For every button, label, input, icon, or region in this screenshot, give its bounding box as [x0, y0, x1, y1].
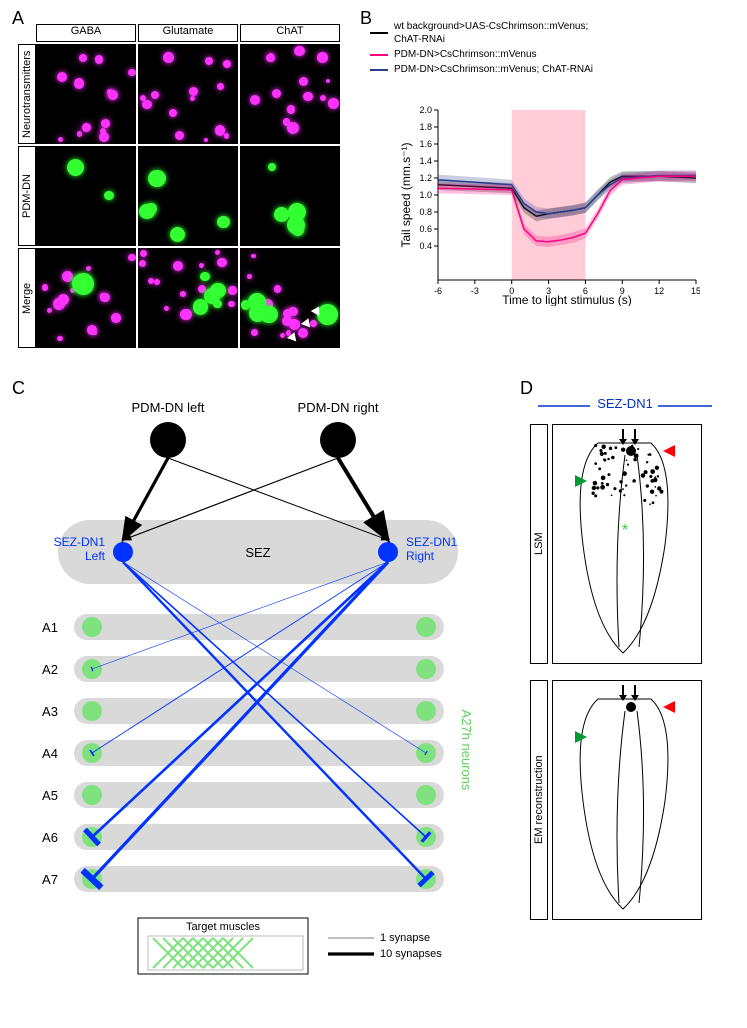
micrograph-cell: [138, 146, 238, 246]
svg-text:2.0: 2.0: [419, 106, 432, 115]
micrograph-cell: [36, 146, 136, 246]
svg-text:A1: A1: [42, 620, 58, 635]
svg-text:1.0: 1.0: [419, 190, 432, 200]
col-header: GABA: [36, 24, 136, 42]
row-header: PDM-DN: [18, 146, 36, 246]
svg-text:A2: A2: [42, 662, 58, 677]
micrograph-cell: [138, 248, 238, 348]
svg-text:A5: A5: [42, 788, 58, 803]
paneld-row-header: LSM: [530, 424, 548, 664]
svg-text:A4: A4: [42, 746, 58, 761]
svg-text:SEZ-DN1: SEZ-DN1: [406, 535, 458, 549]
svg-text:SEZ-DN1: SEZ-DN1: [54, 535, 106, 549]
svg-text:0.6: 0.6: [419, 224, 432, 234]
svg-text:SEZ: SEZ: [245, 545, 270, 560]
svg-text:A7: A7: [42, 872, 58, 887]
micrograph-cell: [240, 146, 340, 246]
micrograph-cell: [36, 44, 136, 144]
panel-label-a: A: [12, 8, 24, 29]
svg-text:Right: Right: [406, 549, 435, 563]
panel-d: SEZ-DN1 LSM * EM reconstruction: [530, 396, 720, 956]
svg-text:*: *: [622, 522, 628, 539]
svg-text:PDM-DN right: PDM-DN right: [298, 400, 379, 415]
tail-speed-chart: -6-3036912150.40.60.81.01.21.41.61.82.0T…: [400, 106, 700, 306]
svg-text:1.4: 1.4: [419, 156, 432, 166]
micrograph-cell: [36, 248, 136, 348]
svg-text:1 synapse: 1 synapse: [380, 932, 430, 944]
svg-text:0.8: 0.8: [419, 207, 432, 217]
legend-item: wt background>UAS-CsChrimson::mVenus; Ch…: [370, 20, 720, 46]
svg-text:0.4: 0.4: [419, 241, 432, 251]
svg-text:10 synapses: 10 synapses: [380, 948, 442, 960]
svg-text:12: 12: [654, 286, 664, 296]
svg-text:Tail speed (mm.s⁻¹): Tail speed (mm.s⁻¹): [400, 142, 413, 247]
panel-d-title: SEZ-DN1: [530, 396, 720, 417]
col-header: ChAT: [240, 24, 340, 42]
micrograph-cell: [138, 44, 238, 144]
panel-b: wt background>UAS-CsChrimson::mVenus; Ch…: [370, 20, 720, 360]
row-header: Neurotransmitters: [18, 44, 36, 144]
svg-text:15: 15: [691, 286, 700, 296]
svg-text:A3: A3: [42, 704, 58, 719]
row-header: Merge: [18, 248, 36, 348]
legend-item: PDM-DN>CsChrimson::mVenus; ChAT-RNAi: [370, 63, 720, 76]
paneld-image: *: [552, 424, 702, 664]
svg-text:1.6: 1.6: [419, 139, 432, 149]
micrograph-cell: [240, 248, 340, 348]
legend-item: PDM-DN>CsChrimson::mVenus: [370, 48, 720, 61]
paneld-image: [552, 680, 702, 920]
paneld-row-header: EM reconstruction: [530, 680, 548, 920]
svg-text:Left: Left: [85, 549, 106, 563]
panel-label-c: C: [12, 378, 25, 399]
chart-legend: wt background>UAS-CsChrimson::mVenus; Ch…: [370, 20, 720, 76]
svg-text:A6: A6: [42, 830, 58, 845]
svg-text:-3: -3: [471, 286, 479, 296]
svg-text:A27h neurons: A27h neurons: [459, 710, 474, 791]
svg-text:Target muscles: Target muscles: [186, 921, 260, 933]
panel-c: PDM-DN leftPDM-DN rightSEZSEZ-DN1LeftSEZ…: [28, 390, 498, 990]
svg-text:1.8: 1.8: [419, 122, 432, 132]
svg-text:-6: -6: [434, 286, 442, 296]
connectivity-diagram: PDM-DN leftPDM-DN rightSEZSEZ-DN1LeftSEZ…: [28, 390, 498, 990]
col-header: Glutamate: [138, 24, 238, 42]
svg-text:Time to light stimulus (s): Time to light stimulus (s): [502, 293, 632, 306]
svg-text:1.2: 1.2: [419, 173, 432, 183]
panel-a: GABAGlutamateChATNeurotransmittersPDM-DN…: [36, 24, 346, 354]
svg-text:PDM-DN left: PDM-DN left: [132, 400, 205, 415]
micrograph-cell: [240, 44, 340, 144]
